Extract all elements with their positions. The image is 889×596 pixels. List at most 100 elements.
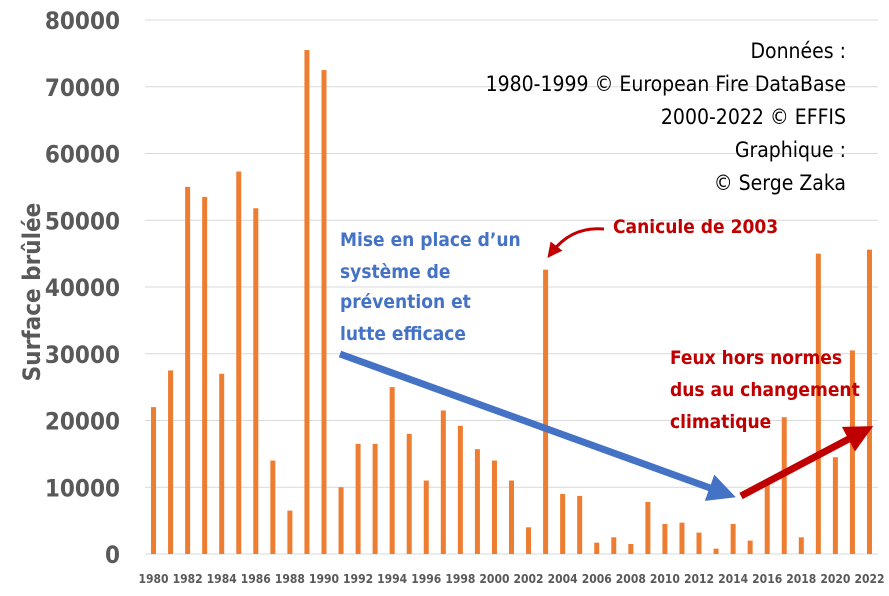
y-axis-label: Surface brûlée [18, 203, 46, 382]
x-tick-label: 2004 [548, 572, 579, 586]
source-note: Données : 1980-1999 © European Fire Data… [486, 39, 846, 195]
bar-1991 [338, 487, 344, 554]
climate-annotation: Feux hors normes dus au changement clima… [670, 347, 874, 500]
source-line-4: Graphique : [735, 138, 846, 162]
bar-2019 [815, 253, 821, 554]
y-tick-label: 10000 [45, 474, 120, 502]
bar-2006 [594, 542, 600, 554]
y-tick-label: 60000 [45, 141, 120, 169]
bar-2017 [781, 417, 787, 554]
bar-2001 [509, 480, 514, 554]
bar-2005 [577, 495, 583, 554]
prevention-arrow [338, 350, 736, 501]
y-tick-labels: 0 10000 20000 30000 40000 50000 60000 70000 8000… [45, 7, 120, 569]
bar-2012 [696, 532, 702, 554]
bar-1982 [185, 186, 191, 554]
bar-1993 [372, 443, 378, 554]
x-tick-label: 1984 [207, 572, 238, 586]
bar-2011 [679, 522, 685, 554]
bar-2000 [491, 460, 497, 554]
bar-2013 [713, 548, 719, 554]
prevention-line-4: lutte efficace [340, 323, 466, 345]
bar-2004 [560, 493, 566, 554]
bar-2007 [611, 537, 617, 554]
bar-1996 [423, 480, 429, 554]
x-tick-label: 2018 [786, 572, 816, 586]
prevention-annotation: Mise en place d’un système de prévention… [338, 229, 736, 501]
x-tick-label: 1992 [343, 572, 373, 586]
source-line-5: © Serge Zaka [714, 171, 846, 195]
gridlines [145, 19, 878, 555]
source-line-1: Données : [750, 39, 846, 63]
x-tick-label: 1986 [241, 572, 271, 586]
x-tick-label: 2012 [684, 572, 714, 586]
bar-2020 [832, 457, 838, 554]
x-tick-label: 1988 [275, 572, 305, 586]
y-tick-label: 40000 [45, 274, 120, 302]
bar-1995 [406, 433, 412, 554]
bar-1992 [355, 443, 361, 554]
bar-2018 [798, 537, 804, 554]
climate-arrow [739, 426, 874, 500]
climate-line-3: climatique [670, 411, 771, 433]
bar-1999 [474, 449, 480, 554]
x-tick-label: 2010 [650, 572, 680, 586]
x-tick-label: 2006 [582, 572, 612, 586]
y-tick-label: 50000 [45, 207, 120, 235]
bar-1980 [151, 407, 157, 554]
bar-2016 [764, 483, 770, 554]
bar-1984 [219, 373, 225, 554]
x-tick-label: 2022 [854, 572, 884, 586]
x-tick-label: 1994 [377, 572, 408, 586]
bar-2008 [628, 543, 634, 554]
bar-2010 [662, 523, 668, 554]
prevention-line-1: Mise en place d’un [340, 229, 521, 251]
bar-1986 [253, 208, 259, 555]
bar-1998 [457, 425, 463, 554]
bar-1981 [168, 370, 174, 554]
climate-line-1: Feux hors normes [670, 347, 842, 369]
bar-1997 [440, 410, 446, 554]
y-tick-label: 70000 [45, 74, 120, 102]
source-line-3: 2000-2022 © EFFIS [661, 105, 846, 129]
bar-2003 [543, 269, 549, 554]
bar-2022 [866, 249, 872, 554]
bar-2021 [849, 350, 855, 554]
x-tick-label: 2014 [718, 572, 749, 586]
canicule-label: Canicule de 2003 [613, 216, 778, 238]
bar-1985 [236, 171, 242, 554]
y-tick-label: 30000 [45, 341, 120, 369]
bar-1987 [270, 460, 276, 554]
x-tick-label: 1982 [173, 572, 203, 586]
canicule-annotation: Canicule de 2003 [547, 216, 778, 258]
y-tick-label: 0 [105, 541, 120, 569]
x-tick-label: 2008 [616, 572, 646, 586]
bar-1994 [389, 387, 395, 554]
bar-1989 [304, 50, 310, 554]
bars [151, 50, 872, 555]
canicule-arrow [547, 227, 605, 258]
prevention-line-3: prévention et [340, 291, 471, 313]
bar-1990 [321, 70, 327, 554]
bar-2009 [645, 501, 651, 554]
y-tick-label: 80000 [45, 7, 120, 35]
x-tick-label: 1998 [445, 572, 475, 586]
bar-2015 [747, 540, 753, 554]
y-tick-label: 20000 [45, 408, 120, 436]
source-line-2: 1980-1999 © European Fire DataBase [486, 72, 846, 96]
x-tick-labels: 1980 1982 1984 1986 1988 1990 1992 1994 1996 1998… [138, 572, 884, 586]
prevention-line-2: système de [340, 261, 450, 283]
x-tick-label: 1980 [138, 572, 168, 586]
bar-1988 [287, 510, 293, 554]
bar-2002 [526, 527, 532, 554]
climate-line-2: dus au changement [670, 379, 860, 401]
x-tick-label: 1996 [411, 572, 441, 586]
bar-2014 [730, 523, 736, 554]
x-tick-label: 2000 [479, 572, 509, 586]
x-tick-label: 2020 [820, 572, 850, 586]
x-tick-label: 2002 [514, 572, 544, 586]
x-tick-label: 1990 [309, 572, 339, 586]
x-tick-label: 2016 [752, 572, 782, 586]
bar-1983 [202, 196, 208, 554]
